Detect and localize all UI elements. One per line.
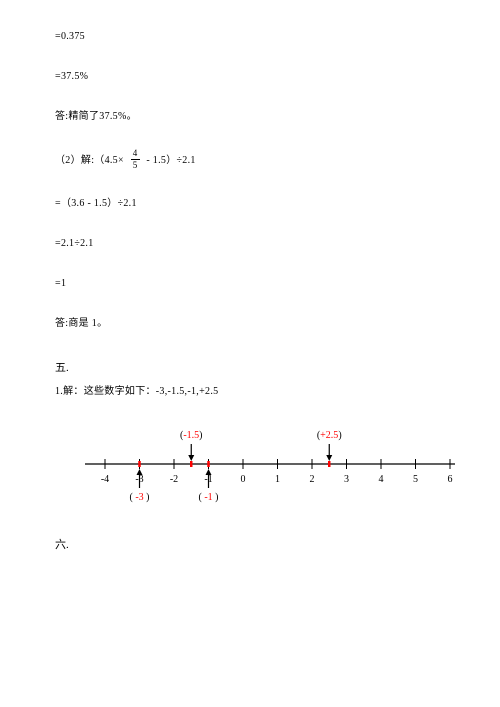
svg-text:4: 4 [379,474,384,485]
eq4-pre: （2）解:（4.5× [55,155,124,166]
svg-text:-2: -2 [170,474,178,485]
svg-text:6: 6 [448,474,453,485]
svg-text:(+2.5): (+2.5) [317,430,342,441]
number-line-diagram: -4-3-2-10123456(-1.5)(+2.5)( -3 )( -1 ) [55,409,450,514]
eq-line-4: （2）解:（4.5× 4 5 - 1.5）÷2.1 [55,150,450,171]
eq-line-7: =1 [55,277,450,291]
svg-text:1: 1 [275,474,280,485]
fraction-num: 4 [131,149,140,160]
section-5-heading: 五. [55,359,450,375]
eq-line-6: =2.1÷2.1 [55,237,450,251]
svg-text:( -3 ): ( -3 ) [129,492,149,503]
fraction-4-5: 4 5 [131,149,140,170]
svg-text:2: 2 [310,474,315,485]
eq-line-2: =37.5% [55,70,450,84]
svg-text:0: 0 [241,474,246,485]
problem-1-text: 1.解：这些数字如下：-3,-1.5,-1,+2.5 [55,385,450,399]
svg-text:(-1.5): (-1.5) [180,430,203,441]
eq4-post: - 1.5）÷2.1 [146,155,195,166]
number-line-svg: -4-3-2-10123456(-1.5)(+2.5)( -3 )( -1 ) [55,409,455,509]
svg-text:5: 5 [413,474,418,485]
eq-line-5: =（3.6 - 1.5）÷2.1 [55,197,450,211]
eq-line-1: =0.375 [55,30,450,44]
section-6-heading: 六. [55,536,450,552]
answer-line-1: 答:精简了37.5%。 [55,110,450,124]
svg-text:3: 3 [344,474,349,485]
answer-line-2: 答:商是 1。 [55,317,450,331]
fraction-den: 5 [131,160,140,170]
svg-text:( -1 ): ( -1 ) [198,492,218,503]
svg-text:-4: -4 [101,474,109,485]
